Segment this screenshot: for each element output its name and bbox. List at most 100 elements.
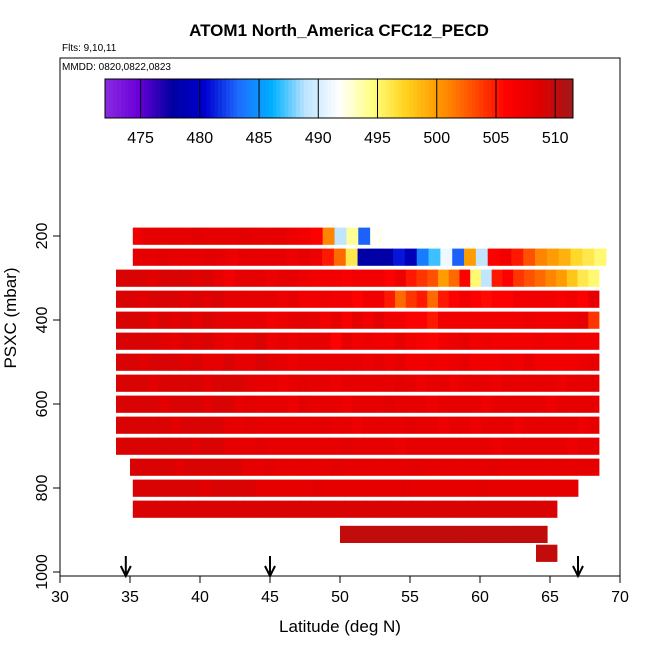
heatmap-cell [502,311,514,329]
heatmap-cell [319,374,332,392]
heatmap-cell [491,416,503,434]
heatmap-cell [416,437,428,455]
heatmap-cell [362,311,374,329]
heatmap-cell [453,458,466,476]
colorbar-segment [171,79,176,118]
heatmap-cell [244,269,256,287]
heatmap-cell [169,353,181,371]
heatmap-cell [411,479,423,497]
heatmap-cell [201,290,213,308]
heatmap-cell [373,311,385,329]
colorbar-segment [420,79,426,118]
heatmap-cell [577,395,589,413]
heatmap-cell [239,248,252,266]
heatmap-cell [132,227,146,245]
heatmap-cell [513,416,525,434]
heatmap-cell [588,311,600,329]
heatmap-cell [389,500,402,518]
heatmap-cell [163,458,176,476]
heatmap-cell [341,290,353,308]
heatmap-cell [330,416,342,434]
heatmap-cell [212,395,224,413]
heatmap-cell [234,269,246,287]
colorbar-segment [346,79,351,118]
heatmap-cell [448,395,460,413]
heatmap-cell [244,332,256,350]
heatmap-cell [351,525,364,543]
heatmap-cell [546,248,560,266]
heatmap-cell [191,395,203,413]
heatmap-cell [201,437,213,455]
heatmap-cell [566,290,578,308]
heatmap-cell [577,332,589,350]
heatmap-cell [234,311,246,329]
heatmap-cell [362,437,374,455]
heatmap-cell [499,248,512,266]
heatmap-cell [158,395,171,413]
heatmap-cell [331,458,343,476]
heatmap-cell [244,353,256,371]
heatmap-cell [363,525,375,543]
colorbar-segment [284,79,289,118]
heatmap-cell [330,332,342,350]
heatmap-cell [341,416,353,434]
colorbar-segment [241,79,246,118]
colorbar-segment [389,79,394,118]
heatmap-cell [215,248,228,266]
heatmap-cell [298,395,310,413]
heatmap-cell [319,437,332,455]
heatmap-cell [234,332,246,350]
heatmap-cell [201,311,213,329]
x-tick-label: 70 [611,589,629,606]
chart-title: ATOM1 North_America CFC12_PECD [189,21,489,40]
heatmap-cell [319,458,332,476]
heatmap-cell [456,500,469,518]
heatmap-cell [566,416,578,434]
heatmap-cell [191,416,203,434]
heatmap-cell [373,332,385,350]
heatmap-cell [191,248,205,266]
heatmap-cell [143,500,156,518]
heatmap-cell [362,353,374,371]
heatmap-cell [470,269,482,287]
colorbar-segment [331,79,336,118]
heatmap-cell [298,290,310,308]
heatmap-cell [201,269,213,287]
colorbar-tick-label: 480 [186,130,213,147]
colorbar-segment [276,79,281,118]
heatmap-cell [222,500,234,518]
colorbar-segment [300,79,305,118]
heatmap-cell [400,500,413,518]
heatmap-cell [188,500,201,518]
colorbar-segment [436,79,441,118]
heatmap-cell [180,353,192,371]
heatmap-cell [427,416,439,434]
heatmap-cell [309,416,321,434]
heatmap-cell [466,525,479,543]
heatmap-cell [566,374,578,392]
colorbar-segment [163,79,168,118]
heatmap-cell [432,525,444,543]
heatmap-cell [221,479,234,497]
heatmap-cell [373,395,385,413]
colorbar-segment [136,79,141,118]
heatmap-cell [287,395,299,413]
heatmap-cell [298,437,310,455]
heatmap-cell [116,374,128,392]
heatmap-cell [512,500,524,518]
colorbar-segment [249,79,254,118]
heatmap-cell [577,416,589,434]
heatmap-cell [534,437,546,455]
heatmap-cell [330,311,342,329]
heatmap-cell [487,248,500,266]
heatmap-cell [470,395,482,413]
heatmap-cell [502,269,514,287]
colorbar-segment [155,79,160,118]
colorbar-segment [183,79,188,118]
colorbar-segment [530,79,535,118]
heatmap-cell [244,395,256,413]
heatmap-cell [416,311,428,329]
heatmap-cell [545,395,557,413]
heatmap-cell [212,290,224,308]
